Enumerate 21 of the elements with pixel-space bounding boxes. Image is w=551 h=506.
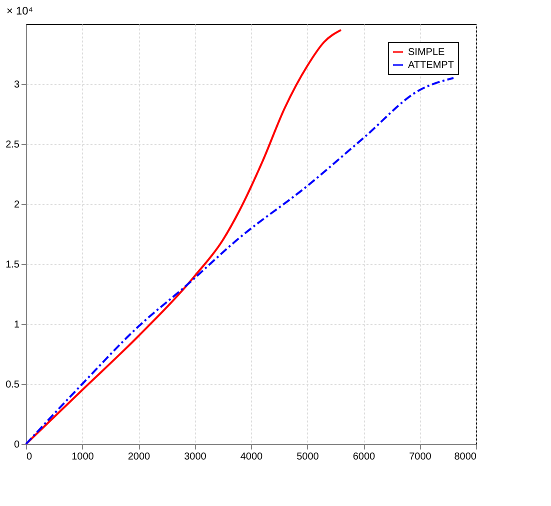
y-tick-label: 2 bbox=[14, 200, 20, 210]
legend-label: SIMPLE bbox=[408, 47, 446, 58]
x-tick-label: 4000 bbox=[240, 452, 264, 462]
y-tick-label: 1.5 bbox=[6, 260, 20, 270]
x-tick-label: 8000 bbox=[454, 452, 477, 462]
legend-label: ATTEMPT bbox=[408, 60, 454, 71]
y-tick-label: 2.5 bbox=[6, 140, 20, 150]
y-tick-label: 0.5 bbox=[6, 380, 20, 390]
y-tick-label: 0 bbox=[14, 440, 20, 450]
y-tick-label: 1 bbox=[14, 320, 20, 330]
x-tick-label: 6000 bbox=[352, 452, 376, 462]
x-tick-label: 7000 bbox=[409, 452, 432, 462]
y-axis-title: × 10⁴ bbox=[6, 6, 34, 18]
x-tick-label: 5000 bbox=[296, 452, 320, 462]
x-tick-label: 0 bbox=[26, 452, 32, 462]
y-tick-label: 3 bbox=[14, 80, 20, 90]
x-tick-label: 2000 bbox=[128, 452, 151, 462]
line-series bbox=[25, 29, 342, 445]
x-tick-label: 3000 bbox=[184, 452, 207, 462]
x-tick-label: 1000 bbox=[72, 452, 94, 462]
line-series bbox=[25, 77, 454, 445]
